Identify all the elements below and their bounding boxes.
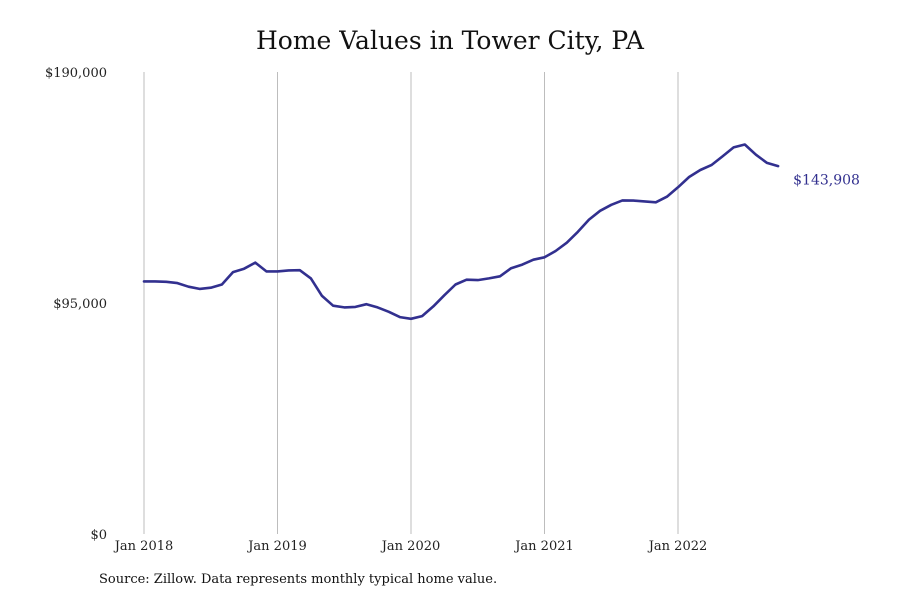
source-note: Source: Zillow. Data represents monthly … <box>99 572 498 587</box>
y-tick-label: $95,000 <box>53 297 107 312</box>
x-tick-label: Jan 2019 <box>246 539 307 554</box>
chart-title: Home Values in Tower City, PA <box>255 26 644 55</box>
y-tick-label: $190,000 <box>45 66 107 81</box>
x-tick-label: Jan 2022 <box>647 539 708 554</box>
x-tick-label: Jan 2018 <box>113 539 174 554</box>
x-tick-label: Jan 2021 <box>513 539 574 554</box>
end-value-label: $143,908 <box>793 172 860 188</box>
y-tick-label: $0 <box>90 528 107 543</box>
series-line <box>142 143 780 321</box>
x-tick-label: Jan 2020 <box>380 539 441 554</box>
